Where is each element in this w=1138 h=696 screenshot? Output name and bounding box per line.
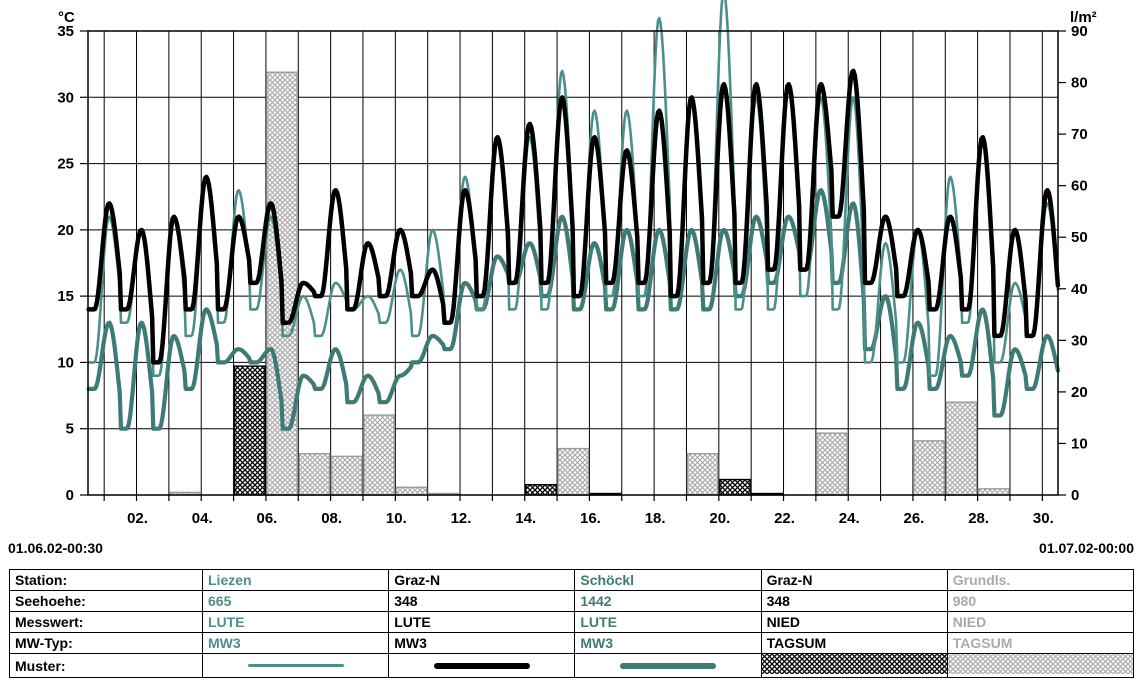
swatch-cell-liezen [201,653,390,678]
period-end: 01.07.02-00:00 [1039,540,1134,556]
value-grundlsee: NIED [946,611,1135,633]
swatch-schoeckl [619,662,716,669]
precip-bar [686,453,719,496]
swatch-liezen [247,664,344,667]
x-tick-label: 10. [386,510,407,527]
right-tick-label: 80 [1071,75,1088,92]
swatch-cell-schoeckl [574,653,762,678]
precip-bar [557,447,590,496]
left-tick-label: 15 [57,288,74,305]
x-tick-label: 18. [645,510,666,527]
legend-table: Station: Liezen Graz-N Schöckl Graz-N Gr… [9,569,1135,678]
row-label-type: MW-Typ: [9,632,203,654]
right-tick-label: 10 [1071,435,1088,452]
left-tick-label: 0 [66,487,74,504]
x-tick-label: 30. [1033,510,1054,527]
precip-bar [945,401,978,496]
precip-bar [395,486,428,496]
x-tick-label: 22. [774,510,795,527]
height-schoeckl: 1442 [574,590,762,612]
type-grundlsee: TAGSUM [946,632,1135,654]
precip-bar [363,414,396,496]
station-graz-precip: Graz-N [760,569,948,591]
legend-row-value: Messwert: LUTE LUTE LUTE NIED NIED [9,611,1135,633]
x-tick-label: 28. [968,510,989,527]
legend-row-type: MW-Typ: MW3 MW3 MW3 TAGSUM TAGSUM [9,632,1135,654]
right-tick-label: 0 [1071,487,1079,504]
x-tick-label: 06. [256,510,277,527]
x-tick-label: 02. [127,510,148,527]
type-graz-temp: MW3 [388,632,576,654]
precip-bar [719,478,751,496]
station-liezen: Liezen [201,569,390,591]
right-axis-ticks: 90 80 70 60 50 40 30 20 10 0 [1058,23,1088,504]
station-graz-temp: Graz-N [388,569,576,591]
precip-bar [977,488,1010,496]
right-tick-label: 60 [1071,178,1088,195]
x-tick-label: 20. [709,510,730,527]
legend-row-station: Station: Liezen Graz-N Schöckl Graz-N Gr… [9,569,1135,591]
left-tick-label: 25 [57,156,74,173]
x-tick-label: 26. [903,510,924,527]
right-tick-label: 70 [1071,126,1088,143]
value-graz-temp: LUTE [388,611,576,633]
right-axis-unit: l/m² [1070,9,1097,26]
type-schoeckl: MW3 [574,632,762,654]
right-tick-label: 50 [1071,229,1088,246]
row-label-station: Station: [9,569,203,591]
precip-bar [233,365,266,496]
value-graz-precip: NIED [760,611,948,633]
x-tick-label: 04. [192,510,213,527]
precip-bar [330,455,363,496]
x-axis-ticks: 02. 04. 06. 08. 10. 12. 14. 16. 18. 20. 22. 24. 26. 2… [103,495,1054,527]
swatch-cell-graz-temp [388,653,576,678]
x-tick-label: 16. [580,510,601,527]
plot-frame [87,30,1059,496]
left-axis-unit: °C [58,9,75,26]
station-grundlsee: Grundls. [946,569,1135,591]
x-tick-label: 12. [451,510,472,527]
left-tick-label: 5 [66,421,74,438]
left-tick-label: 35 [57,23,74,40]
swatch-graz-temp [433,662,530,669]
height-grundlsee: 980 [946,590,1135,612]
swatch-grundlsee [948,654,1133,674]
precip-bar [298,453,331,496]
swatch-graz-precip [762,654,947,674]
x-tick-label: 24. [839,510,860,527]
right-tick-label: 20 [1071,384,1088,401]
left-tick-label: 20 [57,222,74,239]
row-label-pattern: Muster: [9,653,203,678]
precip-bar [913,440,945,496]
value-schoeckl: LUTE [574,611,762,633]
left-axis-ticks: 35 30 25 20 15 10 5 0 [57,23,88,504]
right-tick-label: 30 [1071,332,1088,349]
precip-bar [816,432,848,496]
right-tick-label: 90 [1071,23,1088,40]
row-label-height: Seehoehe: [9,590,203,612]
x-tick-label: 08. [321,510,342,527]
left-tick-label: 30 [57,89,74,106]
row-label-value: Messwert: [9,611,203,633]
height-graz-precip: 348 [760,590,948,612]
temperature-lines [86,0,1061,431]
swatch-cell-grundlsee [946,653,1135,678]
precip-bar [525,483,557,496]
right-tick-label: 40 [1071,281,1088,298]
height-liezen: 665 [201,590,390,612]
station-schoeckl: Schöckl [574,569,762,591]
value-liezen: LUTE [201,611,390,633]
temperature-line-graz [86,68,1061,365]
type-liezen: MW3 [201,632,390,654]
left-tick-label: 10 [57,354,74,371]
swatch-cell-graz-precip [760,653,948,678]
legend-row-pattern: Muster: [9,653,1135,678]
x-tick-label: 14. [515,510,536,527]
type-graz-precip: TAGSUM [760,632,948,654]
period-start: 01.06.02-00:30 [8,540,103,556]
legend-row-height: Seehoehe: 665 348 1442 348 980 [9,590,1135,612]
height-graz-temp: 348 [388,590,576,612]
